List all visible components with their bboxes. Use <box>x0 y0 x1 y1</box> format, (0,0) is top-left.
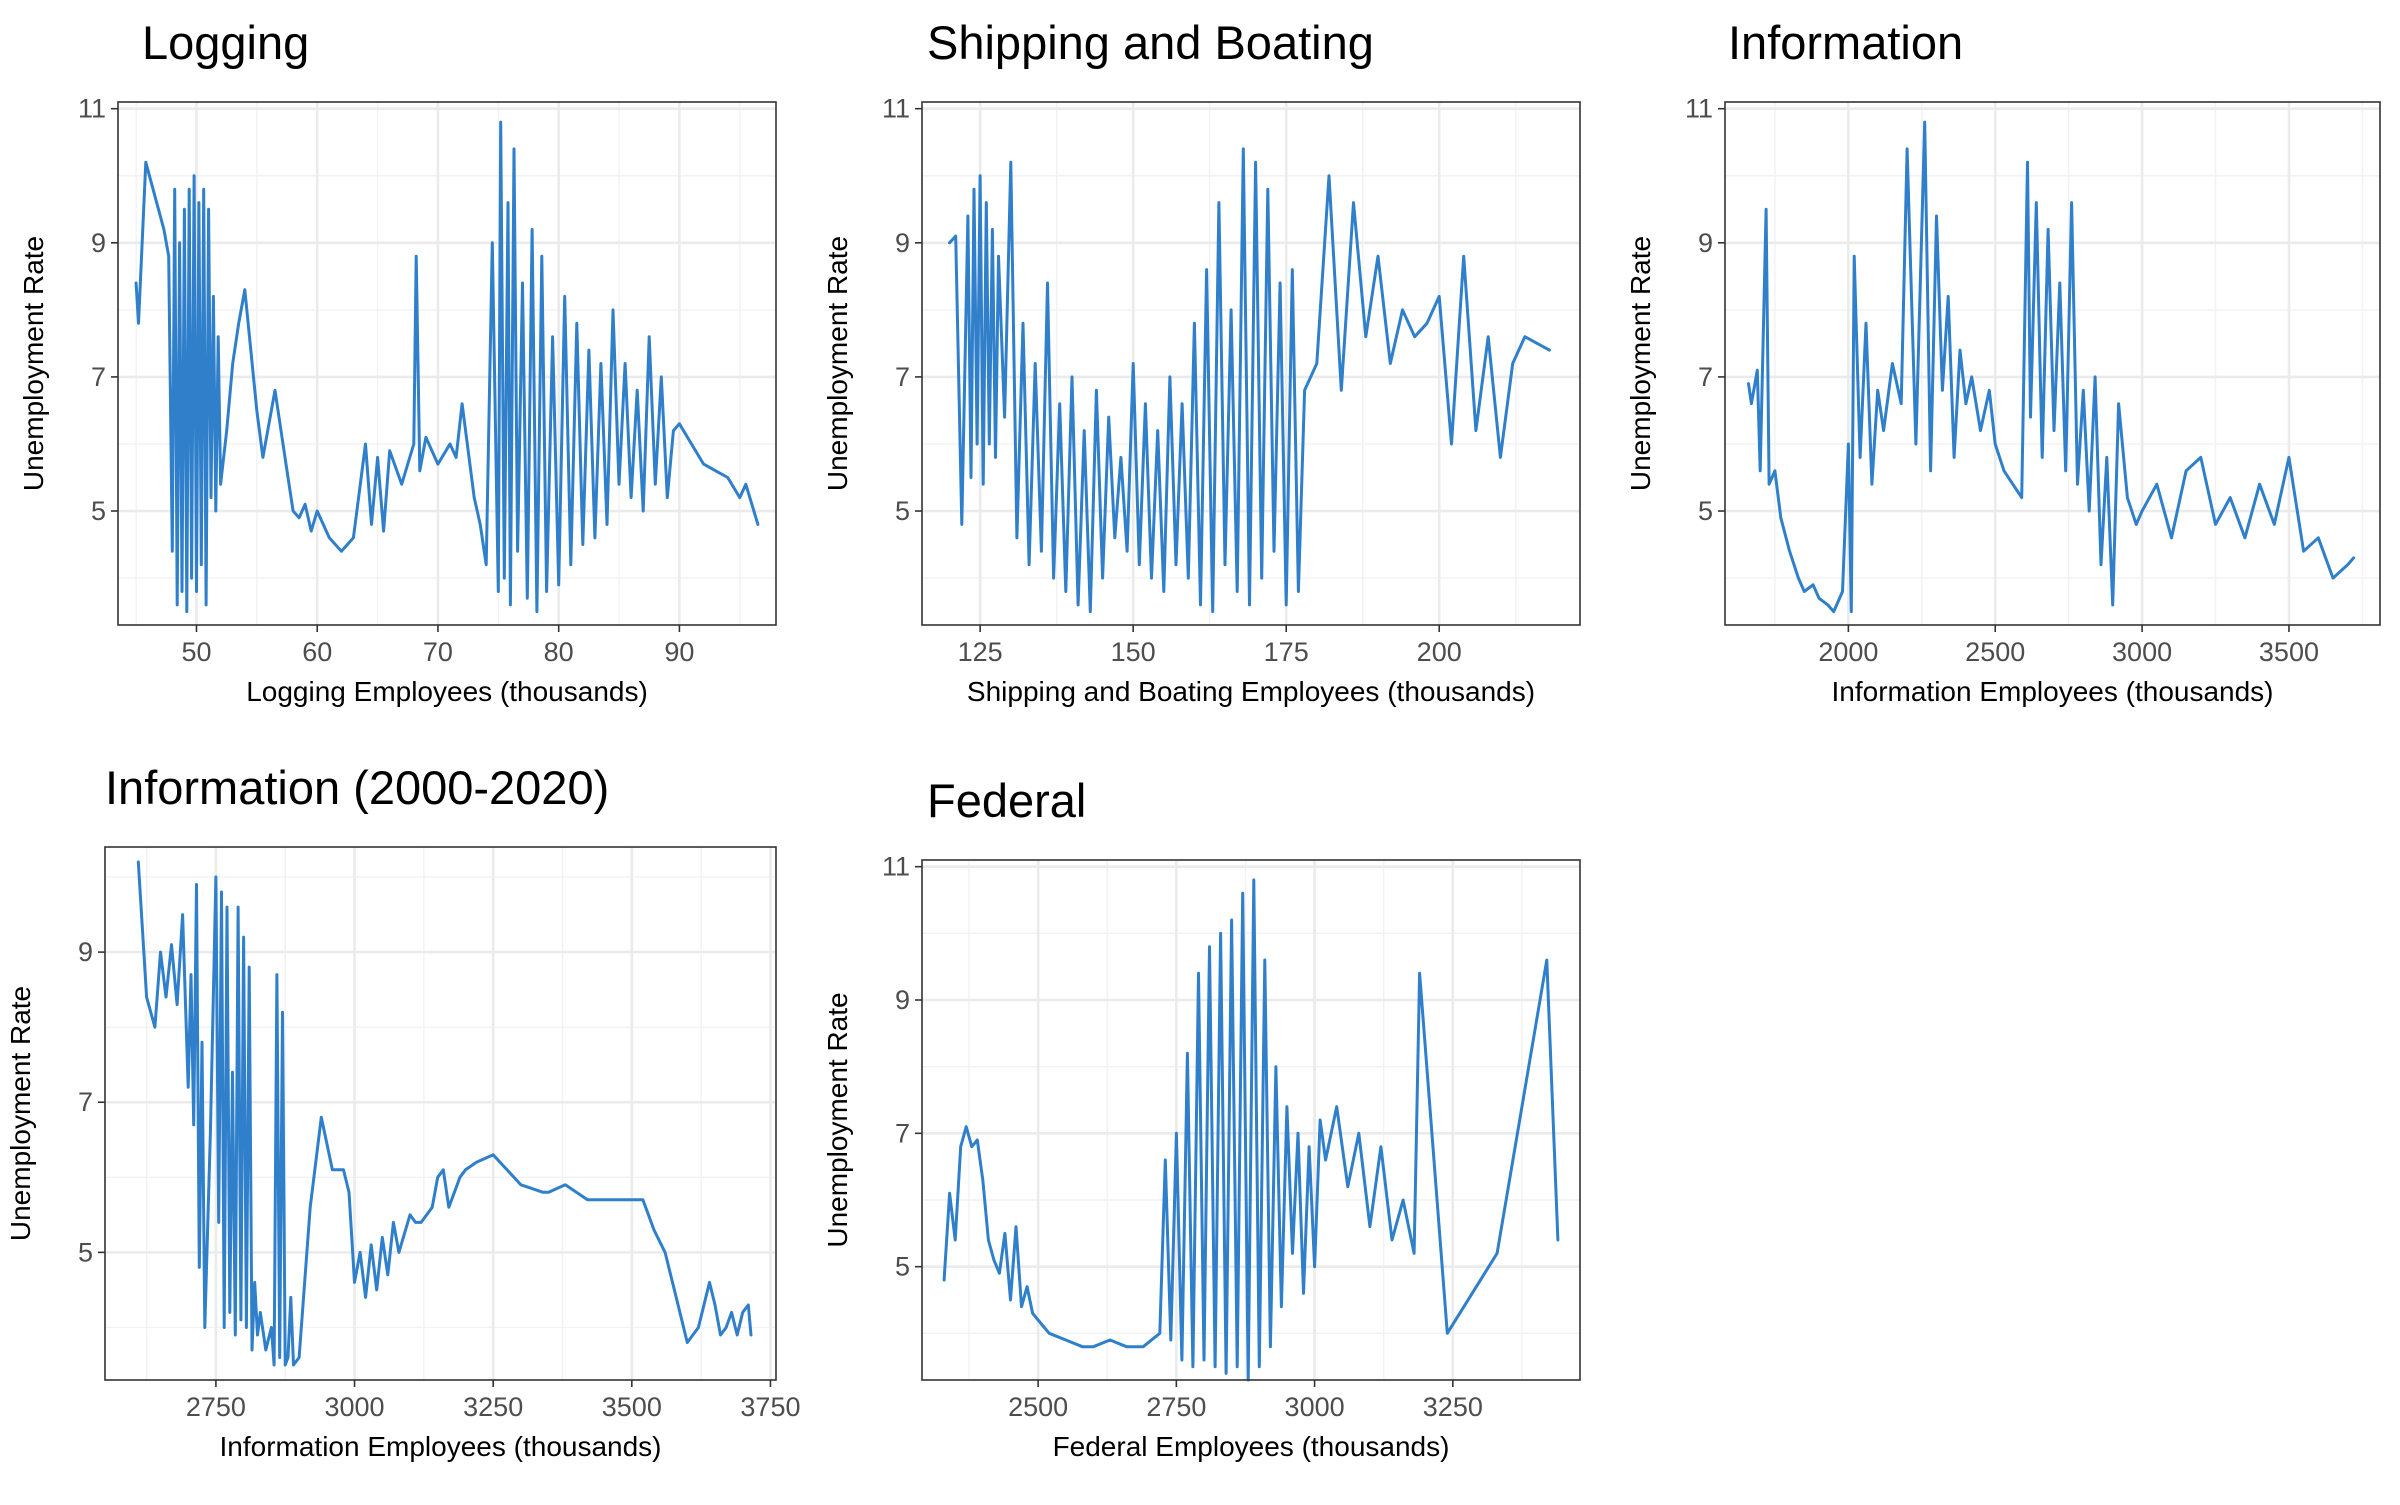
y-tick-label: 11 <box>1685 94 1713 124</box>
y-tick-label: 5 <box>78 1237 93 1267</box>
plot-background <box>118 102 776 625</box>
y-axis-label: Unemployment Rate <box>1625 236 1656 491</box>
y-tick-label: 9 <box>895 228 910 258</box>
series-line <box>136 860 753 1367</box>
chart-panel-5: 2500 2750 3000 3250 5 7 9 11 Federal Federal Empl… <box>822 774 1581 1462</box>
x-tick-label: 2500 <box>1008 1392 1068 1422</box>
x-tick-label: 125 <box>958 637 1003 667</box>
x-tick-label: 50 <box>181 637 211 667</box>
x-axis-label: Information Employees (thousands) <box>1832 676 2274 707</box>
y-tick-label: 7 <box>91 362 106 392</box>
x-tick-label: 2750 <box>186 1392 246 1422</box>
chart-panel-4: 2750 3000 3250 3500 3750 5 7 9 Information (2000… <box>5 761 800 1462</box>
x-axis-label: Logging Employees (thousands) <box>246 676 648 707</box>
panel-border <box>1724 101 2381 626</box>
series-line <box>1747 120 2356 614</box>
x-axis-label: Shipping and Boating Employees (thousand… <box>967 676 1535 707</box>
y-tick-label: 7 <box>78 1087 93 1117</box>
panel-border <box>921 859 1581 1381</box>
panel-border <box>104 846 777 1381</box>
series-line <box>942 878 1560 1382</box>
x-tick-label: 80 <box>544 637 574 667</box>
x-tick-label: 2000 <box>1818 637 1878 667</box>
y-tick-label: 7 <box>1698 362 1713 392</box>
x-tick-label: 3500 <box>602 1392 662 1422</box>
x-tick-label: 150 <box>1111 637 1156 667</box>
panel-title: Federal <box>927 774 1086 827</box>
y-tick-label: 11 <box>882 94 910 124</box>
y-tick-label: 7 <box>895 1118 910 1148</box>
chart-panel-2: 125 150 175 200 5 7 9 11 Shipping and Boating Shi… <box>822 16 1581 707</box>
x-tick-label: 70 <box>423 637 453 667</box>
series-line <box>134 120 760 614</box>
x-tick-label: 200 <box>1417 637 1462 667</box>
panel-title: Shipping and Boating <box>927 16 1374 69</box>
panel-border <box>117 101 777 626</box>
x-axis-label: Federal Employees (thousands) <box>1053 1431 1450 1462</box>
y-axis-label: Unemployment Rate <box>5 986 36 1241</box>
y-axis-label: Unemployment Rate <box>18 236 49 491</box>
x-tick-label: 3000 <box>1285 1392 1345 1422</box>
y-tick-label: 5 <box>895 1252 910 1282</box>
x-tick-label: 3750 <box>740 1392 800 1422</box>
y-tick-label: 5 <box>895 496 910 526</box>
y-axis-label: Unemployment Rate <box>822 236 853 491</box>
x-tick-label: 3250 <box>463 1392 523 1422</box>
x-tick-label: 2500 <box>1965 637 2025 667</box>
y-tick-label: 9 <box>895 985 910 1015</box>
panel-title: Logging <box>142 16 309 69</box>
x-tick-label: 3000 <box>2112 637 2172 667</box>
y-tick-label: 9 <box>78 937 93 967</box>
y-tick-label: 11 <box>78 94 106 124</box>
chart-panel-3: 2000 2500 3000 3500 5 7 9 11 Information Informat… <box>1625 16 2381 707</box>
chart-panel-1: 50 60 70 80 90 5 7 9 11 Logging Logging Employees … <box>18 16 777 707</box>
panel-border <box>921 101 1581 626</box>
y-tick-label: 11 <box>882 852 910 882</box>
y-tick-label: 9 <box>1698 228 1713 258</box>
y-tick-label: 9 <box>91 228 106 258</box>
x-tick-label: 3250 <box>1423 1392 1483 1422</box>
x-tick-label: 2750 <box>1146 1392 1206 1422</box>
x-tick-label: 90 <box>664 637 694 667</box>
x-tick-label: 3500 <box>2259 637 2319 667</box>
series-line <box>948 147 1551 614</box>
panel-title: Information (2000-2020) <box>105 761 609 814</box>
panel-title: Information <box>1728 16 1963 69</box>
y-tick-label: 7 <box>895 362 910 392</box>
y-tick-label: 5 <box>91 496 106 526</box>
y-axis-label: Unemployment Rate <box>822 992 853 1247</box>
x-tick-label: 3000 <box>325 1392 385 1422</box>
x-tick-label: 175 <box>1264 637 1309 667</box>
x-axis-label: Information Employees (thousands) <box>220 1431 662 1462</box>
y-tick-label: 5 <box>1698 496 1713 526</box>
x-tick-label: 60 <box>302 637 332 667</box>
